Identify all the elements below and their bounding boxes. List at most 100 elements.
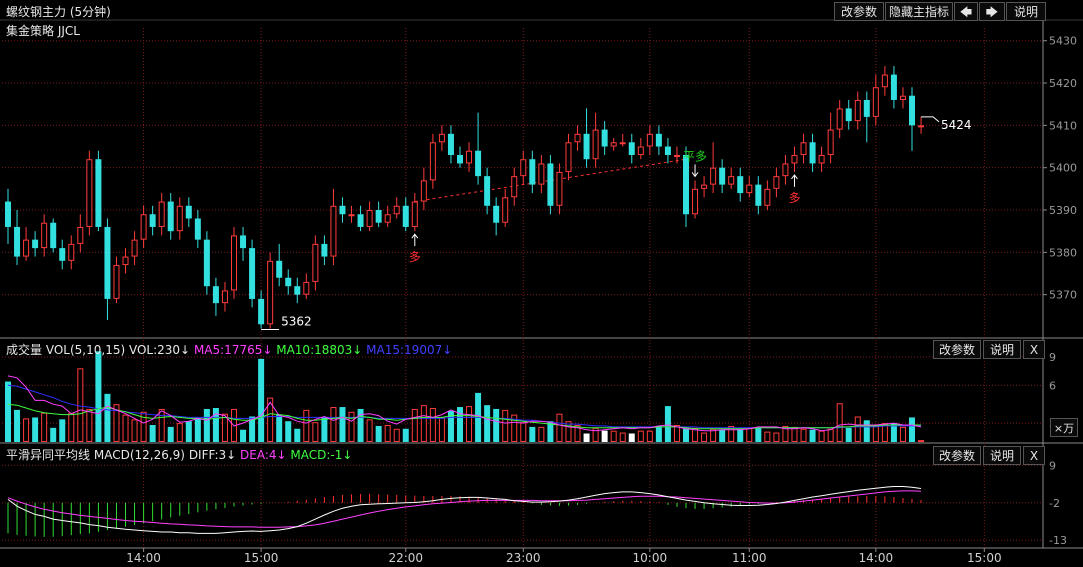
macd-params-button[interactable]: 改参数	[933, 446, 981, 465]
volume-ma10-line	[7, 403, 921, 430]
candle-body	[836, 108, 843, 130]
next-button[interactable]: 🡆	[979, 2, 1005, 21]
candle-body	[176, 205, 183, 232]
params-button[interactable]: 改参数	[834, 2, 884, 21]
candle-body	[276, 260, 283, 278]
macd-help-button[interactable]: 说明	[983, 446, 1021, 465]
volume-bar	[764, 431, 771, 443]
candle-body	[5, 201, 11, 227]
volume-bar	[113, 404, 120, 443]
volume-bar	[592, 427, 599, 443]
candle-body	[185, 205, 192, 219]
candle-body	[728, 176, 735, 185]
candle-body	[294, 286, 301, 295]
macd-dea-line	[7, 490, 922, 528]
candle-body	[782, 163, 789, 177]
candle-body	[104, 226, 111, 299]
help-button[interactable]: 说明	[1006, 2, 1046, 21]
volume-bar	[438, 417, 445, 443]
volume-bar	[583, 433, 590, 442]
arrow-right-icon: 🡆	[985, 5, 999, 19]
volume-bar	[23, 418, 30, 442]
candle-body	[511, 176, 518, 198]
volume-bar	[14, 409, 21, 442]
candle-body	[719, 167, 726, 185]
volume-bar	[809, 429, 816, 442]
volume-ma5: MA5:17765↓	[193, 343, 273, 357]
volume-bar	[393, 428, 400, 442]
candle-body	[59, 248, 66, 261]
price-tick-label: 5390	[1049, 204, 1077, 217]
macd-close-button[interactable]: X	[1023, 446, 1045, 465]
volume-bar	[357, 408, 364, 442]
candle-body	[493, 205, 500, 223]
time-tick-label: 23:00	[506, 551, 541, 565]
signal-arrow-up	[791, 174, 798, 187]
candle-body	[854, 99, 861, 122]
volume-bar	[321, 417, 328, 442]
candle-body	[683, 154, 689, 215]
volume-bar	[348, 411, 355, 442]
candle-body	[583, 133, 590, 160]
volume-bar	[86, 408, 93, 443]
volume-bar	[637, 430, 644, 442]
volume-bar	[655, 425, 662, 442]
volume-bar	[402, 428, 409, 442]
volume-bar	[746, 427, 753, 443]
volume-bar	[140, 411, 147, 442]
volume-bar	[68, 412, 75, 443]
volume-bar	[5, 381, 11, 442]
candle-body	[357, 214, 364, 227]
volume-bar	[339, 407, 346, 442]
candle-body	[628, 142, 635, 155]
candle-body	[285, 277, 292, 287]
candle-body	[764, 188, 771, 206]
candle-body	[899, 95, 906, 100]
volume-bar	[574, 425, 581, 442]
arrow-left-icon: 🡄	[959, 5, 973, 19]
high-price-label: 5424	[941, 118, 972, 132]
volume-params-button[interactable]: 改参数	[933, 340, 981, 359]
prev-button[interactable]: 🡄	[954, 2, 978, 21]
volume-bar	[701, 432, 708, 442]
volume-ma10: MA10:18803↓	[276, 343, 363, 357]
candle-body	[592, 129, 599, 160]
volume-bar	[791, 426, 798, 442]
candle-body	[610, 142, 617, 147]
candle-body	[366, 210, 373, 227]
volume-value: VOL:230↓	[128, 343, 191, 357]
volume-bar	[520, 422, 527, 442]
candle-body	[32, 239, 39, 249]
volume-bar	[854, 416, 861, 442]
volume-indicator: VOL(5,10,15)	[45, 343, 126, 357]
candle-body	[574, 133, 581, 143]
candle-body	[673, 154, 680, 157]
volume-bar	[601, 430, 608, 442]
time-tick-label: 10:00	[633, 551, 668, 565]
volume-bar	[258, 358, 265, 442]
candle-body	[845, 108, 852, 122]
candle-body	[800, 142, 807, 155]
volume-help-button[interactable]: 说明	[983, 340, 1021, 359]
candle-body	[50, 222, 57, 249]
candle-body	[746, 184, 753, 194]
time-tick-label: 11:00	[732, 551, 767, 565]
candle-body	[402, 205, 409, 227]
volume-close-button[interactable]: X	[1023, 340, 1045, 359]
price-tick-label: 5400	[1049, 162, 1077, 175]
volume-bar	[32, 417, 39, 442]
price-tick-label: 5370	[1049, 289, 1077, 302]
volume-bar	[909, 417, 915, 442]
candle-body	[646, 133, 653, 147]
candle-body	[420, 180, 427, 202]
candle-body	[194, 218, 201, 240]
volume-bar	[212, 408, 219, 442]
candle-body	[240, 235, 247, 249]
volume-bar	[50, 427, 57, 442]
signal-label: 多	[788, 191, 800, 205]
hide-indicator-button[interactable]: 隐藏主指标	[885, 2, 953, 21]
candle-body	[375, 210, 382, 223]
macd-tick-label: -2	[1049, 497, 1060, 510]
macd-panel-name: 平滑异同平均线	[6, 448, 91, 462]
